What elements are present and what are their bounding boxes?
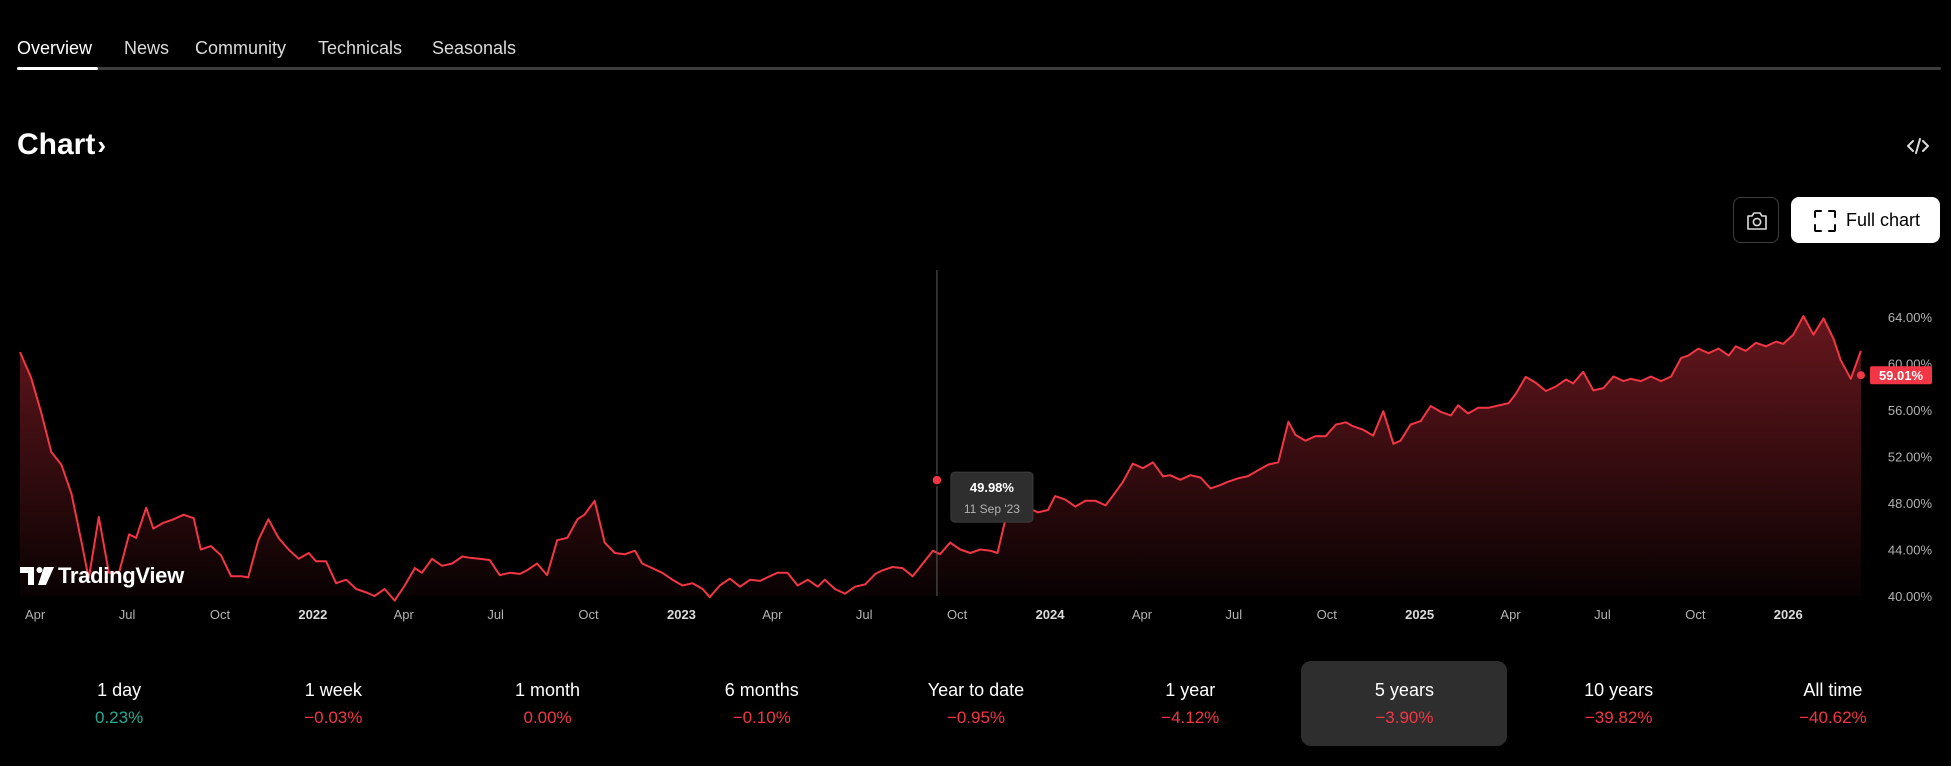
period-button-1-month[interactable]: 1 month 0.00% (445, 661, 651, 746)
period-button-year-to-date[interactable]: Year to date −0.95% (873, 661, 1079, 746)
x-tick-label: Jul (1226, 607, 1243, 622)
x-tick-label: Jul (856, 607, 873, 622)
period-button-1-day[interactable]: 1 day 0.23% (16, 661, 222, 746)
tab-seasonals[interactable]: Seasonals (432, 38, 517, 58)
tab-community[interactable]: Community (195, 38, 287, 58)
fullscreen-icon (1814, 210, 1836, 232)
tab-active-indicator (17, 67, 98, 70)
y-tick-label: 52.00% (1888, 450, 1933, 465)
last-value-label: 59.01% (1879, 368, 1924, 383)
crosshair-tooltip (950, 471, 1034, 523)
y-tick-label: 56.00% (1888, 403, 1933, 418)
period-change: −40.62% (1799, 708, 1867, 727)
tradingview-logo-text: TradingView (58, 563, 184, 588)
tooltip-date: 11 Sep '23 (964, 502, 1020, 516)
period-change: −3.90% (1375, 708, 1434, 727)
chevron-right-icon: › (97, 130, 107, 160)
series-line (19, 315, 1862, 602)
period-change: −0.03% (304, 708, 363, 727)
x-tick-label: 2024 (1036, 607, 1066, 622)
last-value-dot (1856, 371, 1865, 380)
period-change: 0.00% (523, 708, 572, 727)
x-tick-label: 2022 (298, 607, 327, 622)
period-change: 0.23% (95, 708, 144, 727)
period-label: 1 month (515, 680, 581, 700)
period-change: −0.10% (732, 708, 791, 727)
snapshot-button[interactable] (1733, 197, 1779, 243)
period-button-1-year[interactable]: 1 year −4.12% (1087, 661, 1293, 746)
crosshair-dot (931, 474, 943, 486)
x-tick-label: Apr (25, 607, 46, 622)
x-tick-label: Oct (947, 607, 968, 622)
period-label: 1 year (1165, 680, 1216, 700)
y-tick-label: 64.00% (1888, 310, 1933, 325)
tab-technicals[interactable]: Technicals (318, 38, 403, 58)
tab-bar: Overview News Community Technicals Seaso… (17, 0, 1941, 72)
period-button-6-months[interactable]: 6 months −0.10% (659, 661, 865, 746)
x-tick-label: Apr (394, 607, 415, 622)
x-tick-label: Jul (487, 607, 504, 622)
period-label: All time (1803, 680, 1863, 700)
period-change: −4.12% (1161, 708, 1220, 727)
embed-button[interactable] (1905, 136, 1931, 162)
x-tick-label: Jul (1594, 607, 1611, 622)
x-tick-label: 2025 (1405, 607, 1434, 622)
period-label: 5 years (1374, 680, 1434, 700)
tradingview-logo-icon (20, 567, 54, 585)
price-chart[interactable]: 40.00%44.00%48.00%52.00%56.00%60.00%64.0… (0, 260, 1951, 630)
period-label: 6 months (724, 680, 799, 700)
tab-track (17, 67, 1941, 70)
x-tick-label: Oct (210, 607, 231, 622)
camera-icon (1747, 212, 1767, 230)
tab-overview[interactable]: Overview (17, 38, 93, 58)
period-button-10-years[interactable]: 10 years −39.82% (1516, 661, 1722, 746)
area-fill (20, 316, 1861, 601)
period-selector: 1 day 0.23% 1 week −0.03% 1 month 0.00% 6 mont… (12, 661, 1940, 746)
period-button-5-years[interactable]: 5 years −3.90% (1301, 661, 1508, 746)
x-tick-label: Oct (578, 607, 599, 622)
period-label: 1 week (304, 680, 362, 700)
x-tick-label: 2023 (667, 607, 696, 622)
tab-news[interactable]: News (124, 38, 170, 58)
chart-title-text: Chart (17, 128, 96, 161)
period-label: 10 years (1584, 680, 1654, 700)
x-tick-label: Oct (1317, 607, 1338, 622)
last-value-badge (1870, 366, 1932, 385)
tooltip-value: 49.98% (970, 480, 1015, 495)
period-label: 1 day (97, 680, 142, 700)
x-tick-label: Apr (1500, 607, 1521, 622)
period-change: −0.95% (946, 708, 1006, 727)
x-tick-label: Apr (762, 607, 783, 622)
x-tick-label: Jul (119, 607, 136, 622)
x-tick-label: 2026 (1774, 607, 1803, 622)
y-tick-label: 48.00% (1888, 496, 1933, 511)
y-tick-label: 40.00% (1888, 589, 1933, 604)
period-button-1-week[interactable]: 1 week −0.03% (230, 661, 436, 746)
period-button-all-time[interactable]: All time −40.62% (1730, 661, 1936, 746)
chart-title-link[interactable]: Chart› (17, 128, 106, 162)
period-label: Year to date (927, 680, 1025, 700)
period-change: −39.82% (1584, 708, 1653, 727)
full-chart-button[interactable]: Full chart (1791, 197, 1940, 243)
x-tick-label: Apr (1132, 607, 1153, 622)
code-icon (1907, 138, 1929, 154)
x-tick-label: Oct (1685, 607, 1706, 622)
y-tick-label: 44.00% (1888, 543, 1933, 558)
full-chart-label: Full chart (1846, 210, 1921, 230)
